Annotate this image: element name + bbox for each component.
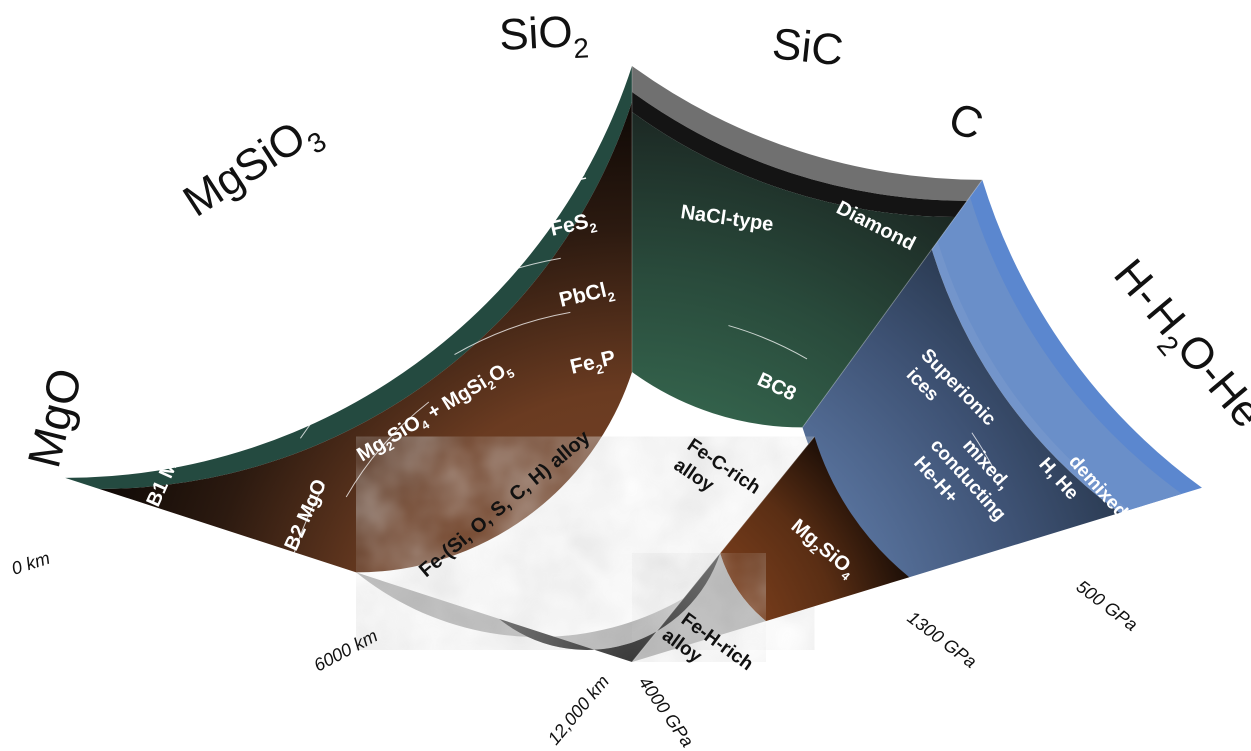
- label-pv-mgsio3: Pv MgSiO3: [255, 217, 356, 283]
- phase-boundary-line: [401, 208, 553, 265]
- phase-boundary-line: [426, 257, 561, 308]
- label-sic: SiC: [770, 19, 846, 75]
- water-layer: [802, 249, 1120, 578]
- label-500gpa: 500 GPa: [1073, 576, 1142, 635]
- label-stsh: Stsh.: [530, 81, 580, 113]
- outer-blue-band: [937, 179, 1202, 510]
- label-h2o-he: H-H2O-He: [1098, 250, 1251, 442]
- phase-boundary-line: [345, 401, 430, 498]
- c-rim-band: [632, 92, 968, 218]
- label-1300gpa: 1300 GPa: [904, 607, 981, 672]
- label-ppv-mgsio3: pPv MgSiO3: [315, 297, 426, 374]
- label-4000gpa: 4000 GPa: [635, 673, 698, 751]
- sector-divider: [802, 179, 983, 428]
- phase-boundaries: [293, 133, 995, 553]
- green-rim-band: [65, 66, 633, 489]
- layers-group: [65, 66, 1202, 663]
- phase-boundary-line: [728, 325, 808, 360]
- phase-boundary-line: [366, 172, 529, 239]
- mg2sio4-core-layer: [720, 436, 910, 622]
- label-6000km: 6000 km: [310, 625, 380, 675]
- phase-boundary-line: [361, 133, 520, 195]
- label-0km: 0 km: [9, 548, 52, 579]
- fe-h-texture: [632, 553, 766, 662]
- sic-rim-band: [632, 66, 983, 201]
- phase-boundary-line: [454, 311, 571, 355]
- label-mgo: MgO: [17, 363, 92, 472]
- sector-divider: [631, 436, 815, 663]
- label-12000km: 12,000 km: [544, 671, 613, 748]
- label-sio2: SiO2: [498, 6, 590, 68]
- label-cacl2: CaCl2: [533, 114, 587, 149]
- phase-boundary-line: [299, 315, 433, 439]
- label-mgsio3: MgSiO3: [175, 104, 332, 234]
- label-c: C: [943, 93, 990, 150]
- phase-boundary-line: [971, 432, 995, 470]
- silicate-layer: [99, 102, 632, 573]
- label-fe-c-alloy: Fe-C-rich alloy: [670, 435, 769, 522]
- phase-boundary-line: [293, 484, 325, 553]
- label-fe2p: Fe2P: [568, 346, 619, 383]
- h2he-insulating-band: [931, 196, 1182, 513]
- carbon-layer: [632, 112, 956, 428]
